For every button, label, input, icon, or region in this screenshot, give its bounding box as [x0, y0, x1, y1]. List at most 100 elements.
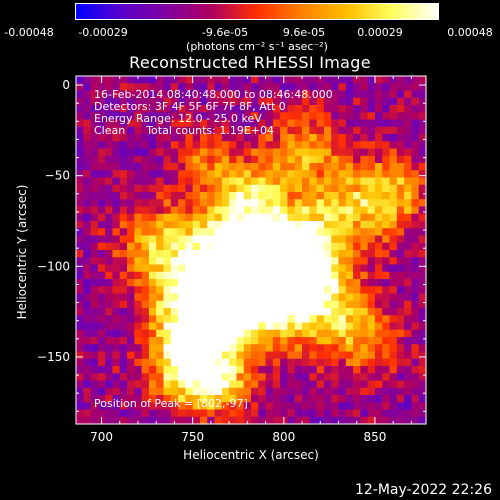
heatmap-cell [141, 119, 150, 128]
heatmap-cell [178, 148, 186, 157]
heatmap-cell [178, 351, 186, 360]
heatmap-cell [141, 134, 150, 142]
heatmap-cell [389, 155, 398, 164]
heatmap-cell [323, 395, 332, 403]
heatmap-cell [360, 184, 369, 193]
heatmap-cell [411, 337, 420, 345]
heatmap-cell [170, 329, 179, 338]
plot-frame [75, 75, 427, 425]
heatmap-cell [353, 235, 361, 244]
heatmap-cell [280, 315, 289, 324]
time-range-label: 16-Feb-2014 08:40:48.000 to 08:46:48.000 [94, 88, 333, 101]
heatmap-cell [229, 373, 238, 382]
heatmap-cell [316, 416, 325, 425]
heatmap-cell [105, 141, 114, 150]
heatmap-cell [105, 163, 114, 171]
heatmap-cell [367, 395, 376, 403]
heatmap-cell [258, 366, 267, 374]
heatmap-cell [134, 402, 143, 411]
heatmap-cell [163, 221, 172, 229]
heatmap-cell [294, 228, 303, 237]
heatmap-cell [265, 250, 274, 258]
heatmap-cell [302, 322, 310, 331]
heatmap-cell [411, 242, 420, 251]
heatmap-cell [382, 206, 391, 215]
heatmap-cell [148, 97, 157, 106]
heatmap-cell [156, 344, 165, 353]
heatmap-cell [141, 416, 150, 425]
heatmap-cell [207, 228, 216, 237]
heatmap-cell [353, 337, 361, 345]
heatmap-cell [418, 271, 427, 280]
heatmap-cell [302, 264, 310, 273]
heatmap-cell [148, 177, 157, 186]
heatmap-cell [309, 170, 318, 179]
heatmap-cell [353, 250, 361, 258]
heatmap-cell [207, 358, 216, 367]
heatmap-cell [214, 402, 223, 411]
heatmap-cell [331, 184, 340, 193]
heatmap-cell [287, 76, 296, 84]
heatmap-cell [404, 119, 413, 128]
heatmap-cell [367, 286, 376, 295]
heatmap-cell [338, 235, 347, 244]
heatmap-cell [134, 264, 143, 273]
heatmap-cell [185, 257, 194, 266]
heatmap-cell [309, 358, 318, 367]
heatmap-cell [265, 228, 274, 237]
heatmap-cell [127, 90, 135, 99]
heatmap-cell [331, 373, 340, 382]
heatmap-cell [316, 163, 325, 171]
heatmap-cell [207, 271, 216, 280]
heatmap-cell [382, 337, 391, 345]
heatmap-cell [214, 271, 223, 280]
heatmap-cell [382, 395, 391, 403]
heatmap-cell [119, 337, 128, 345]
heatmap-cell [331, 416, 340, 425]
heatmap-cell [134, 206, 143, 215]
heatmap-cell [251, 83, 259, 92]
heatmap-cell [112, 293, 121, 302]
heatmap-cell [148, 163, 157, 171]
heatmap-cell [76, 134, 84, 142]
heatmap-cell [404, 112, 413, 121]
heatmap-cell [178, 119, 186, 128]
heatmap-cell [302, 387, 310, 396]
heatmap-cell [214, 221, 223, 229]
heatmap-cell [345, 155, 354, 164]
heatmap-cell [411, 380, 420, 389]
heatmap-cell [141, 308, 150, 316]
heatmap-cell [170, 293, 179, 302]
heatmap-cell [105, 337, 114, 345]
heatmap-cell [272, 235, 281, 244]
heatmap-cell [353, 97, 361, 106]
heatmap-cell [127, 271, 135, 280]
heatmap-cell [192, 213, 201, 222]
heatmap-cell [207, 279, 216, 287]
heatmap-cell [207, 315, 216, 324]
heatmap-cell [309, 416, 318, 425]
heatmap-cell [229, 76, 238, 84]
heatmap-cell [280, 271, 289, 280]
heatmap-cell [105, 221, 114, 229]
heatmap-cell [163, 409, 172, 418]
heatmap-cell [148, 264, 157, 273]
heatmap-cell [272, 221, 281, 229]
heatmap-cell [316, 177, 325, 186]
heatmap-cell [353, 170, 361, 179]
heatmap-cell [302, 141, 310, 150]
heatmap-cell [265, 308, 274, 316]
heatmap-cell [127, 228, 135, 237]
heatmap-cell [294, 402, 303, 411]
heatmap-cell [199, 213, 208, 222]
heatmap-cell [83, 358, 92, 367]
heatmap-cell [214, 373, 223, 382]
heatmap-cell [178, 286, 186, 295]
heatmap-cell [127, 242, 135, 251]
heatmap-cell [170, 177, 179, 186]
heatmap-cell [105, 76, 114, 84]
heatmap-cell [134, 192, 143, 200]
heatmap-cell [170, 387, 179, 396]
heatmap-cell [119, 235, 128, 244]
heatmap-cell [83, 416, 92, 425]
